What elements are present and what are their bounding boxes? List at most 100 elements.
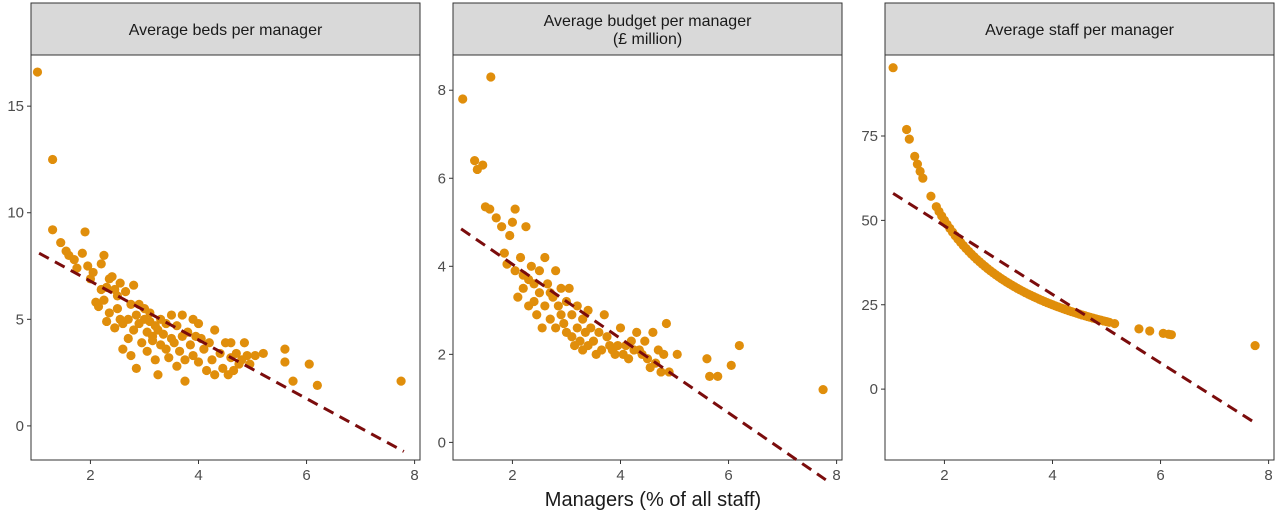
data-point xyxy=(131,363,141,373)
panel-2: Average budget per manager(£ million) 0 2 4… xyxy=(438,2,843,484)
data-point xyxy=(572,323,582,333)
data-point xyxy=(551,323,561,333)
data-point xyxy=(207,355,217,365)
x-tick-label: 6 xyxy=(1156,467,1164,484)
panel-strip xyxy=(452,2,843,56)
y-tick-label: 75 xyxy=(861,128,878,145)
data-point xyxy=(112,304,123,314)
data-point xyxy=(926,191,936,201)
data-point xyxy=(726,360,736,370)
data-point xyxy=(632,327,642,337)
data-point xyxy=(193,357,204,367)
data-point xyxy=(556,283,566,293)
data-point xyxy=(918,173,928,183)
data-point xyxy=(56,237,66,248)
data-point xyxy=(88,267,98,278)
data-point xyxy=(556,310,566,320)
data-point xyxy=(497,222,507,232)
data-point xyxy=(193,318,204,329)
data-point xyxy=(486,72,496,82)
x-tick-label: 6 xyxy=(302,467,310,484)
data-point xyxy=(115,278,125,288)
data-point xyxy=(129,280,139,290)
data-point xyxy=(229,365,239,376)
data-point xyxy=(505,230,515,241)
y-tick-label: 0 xyxy=(16,418,24,435)
data-point xyxy=(510,266,520,276)
data-point xyxy=(177,310,187,320)
x-tick-label: 8 xyxy=(410,467,418,484)
panel-title-line: Average budget per manager xyxy=(544,13,753,30)
data-point xyxy=(153,370,163,380)
data-point xyxy=(1250,340,1260,351)
data-point xyxy=(83,261,93,271)
plot-frame xyxy=(884,54,1275,461)
data-point xyxy=(583,305,593,315)
y-tick-label: 50 xyxy=(861,212,878,229)
data-point xyxy=(169,338,179,348)
data-point xyxy=(48,225,58,235)
data-point xyxy=(280,357,290,367)
data-point xyxy=(32,67,43,77)
data-point xyxy=(702,354,712,364)
data-point xyxy=(280,344,290,354)
x-tick-label: 4 xyxy=(616,467,624,484)
y-tick-label: 25 xyxy=(861,297,878,314)
data-point xyxy=(188,350,198,361)
data-point xyxy=(499,248,509,258)
data-point xyxy=(204,338,214,348)
data-point xyxy=(551,266,561,276)
x-tick-label: 6 xyxy=(724,467,732,484)
panel-title-line: Average staff per manager xyxy=(985,22,1175,39)
data-point xyxy=(1110,318,1120,329)
x-tick-label: 4 xyxy=(1048,467,1056,484)
panel-strip xyxy=(30,2,421,56)
y-tick-label: 2 xyxy=(438,346,446,363)
data-point xyxy=(242,350,252,361)
data-point xyxy=(599,310,609,320)
data-point xyxy=(147,336,158,346)
data-point xyxy=(396,376,406,386)
panel-1: Average beds per manager 0 5 10 15 2 4 6 8 xyxy=(7,2,421,484)
data-point xyxy=(888,63,898,73)
data-point xyxy=(126,299,136,309)
data-point xyxy=(312,380,322,390)
data-point xyxy=(120,287,131,297)
y-tick-label: 8 xyxy=(438,82,446,99)
y-tick-label: 6 xyxy=(438,170,446,187)
data-point xyxy=(129,325,139,335)
data-point xyxy=(553,301,563,311)
data-point xyxy=(210,325,220,335)
data-point xyxy=(656,367,666,377)
data-point xyxy=(518,283,528,293)
data-point xyxy=(661,318,672,329)
data-point xyxy=(164,353,174,363)
data-point xyxy=(48,154,58,165)
y-tick-label: 10 xyxy=(7,205,24,222)
y-tick-label: 0 xyxy=(438,434,446,451)
data-point xyxy=(513,292,523,302)
data-point xyxy=(545,314,555,324)
x-tick-label: 8 xyxy=(832,467,840,484)
y-tick-label: 4 xyxy=(438,258,446,275)
data-point xyxy=(575,336,585,346)
data-point xyxy=(107,272,117,282)
data-point xyxy=(77,248,87,258)
data-point xyxy=(567,332,577,342)
data-point xyxy=(226,338,236,348)
data-point xyxy=(239,338,250,348)
panel-title-line: Average beds per manager xyxy=(129,22,323,39)
data-point xyxy=(470,156,480,166)
data-point xyxy=(559,318,569,329)
data-point xyxy=(1145,326,1155,336)
data-point xyxy=(588,336,599,346)
data-point xyxy=(610,349,620,359)
trend-line xyxy=(38,251,405,453)
panel-title-line: (£ million) xyxy=(613,31,682,48)
data-point xyxy=(586,323,596,333)
data-point xyxy=(201,365,212,376)
data-point xyxy=(623,354,634,364)
data-point xyxy=(521,222,531,232)
data-point xyxy=(564,283,574,293)
data-point xyxy=(123,314,133,324)
